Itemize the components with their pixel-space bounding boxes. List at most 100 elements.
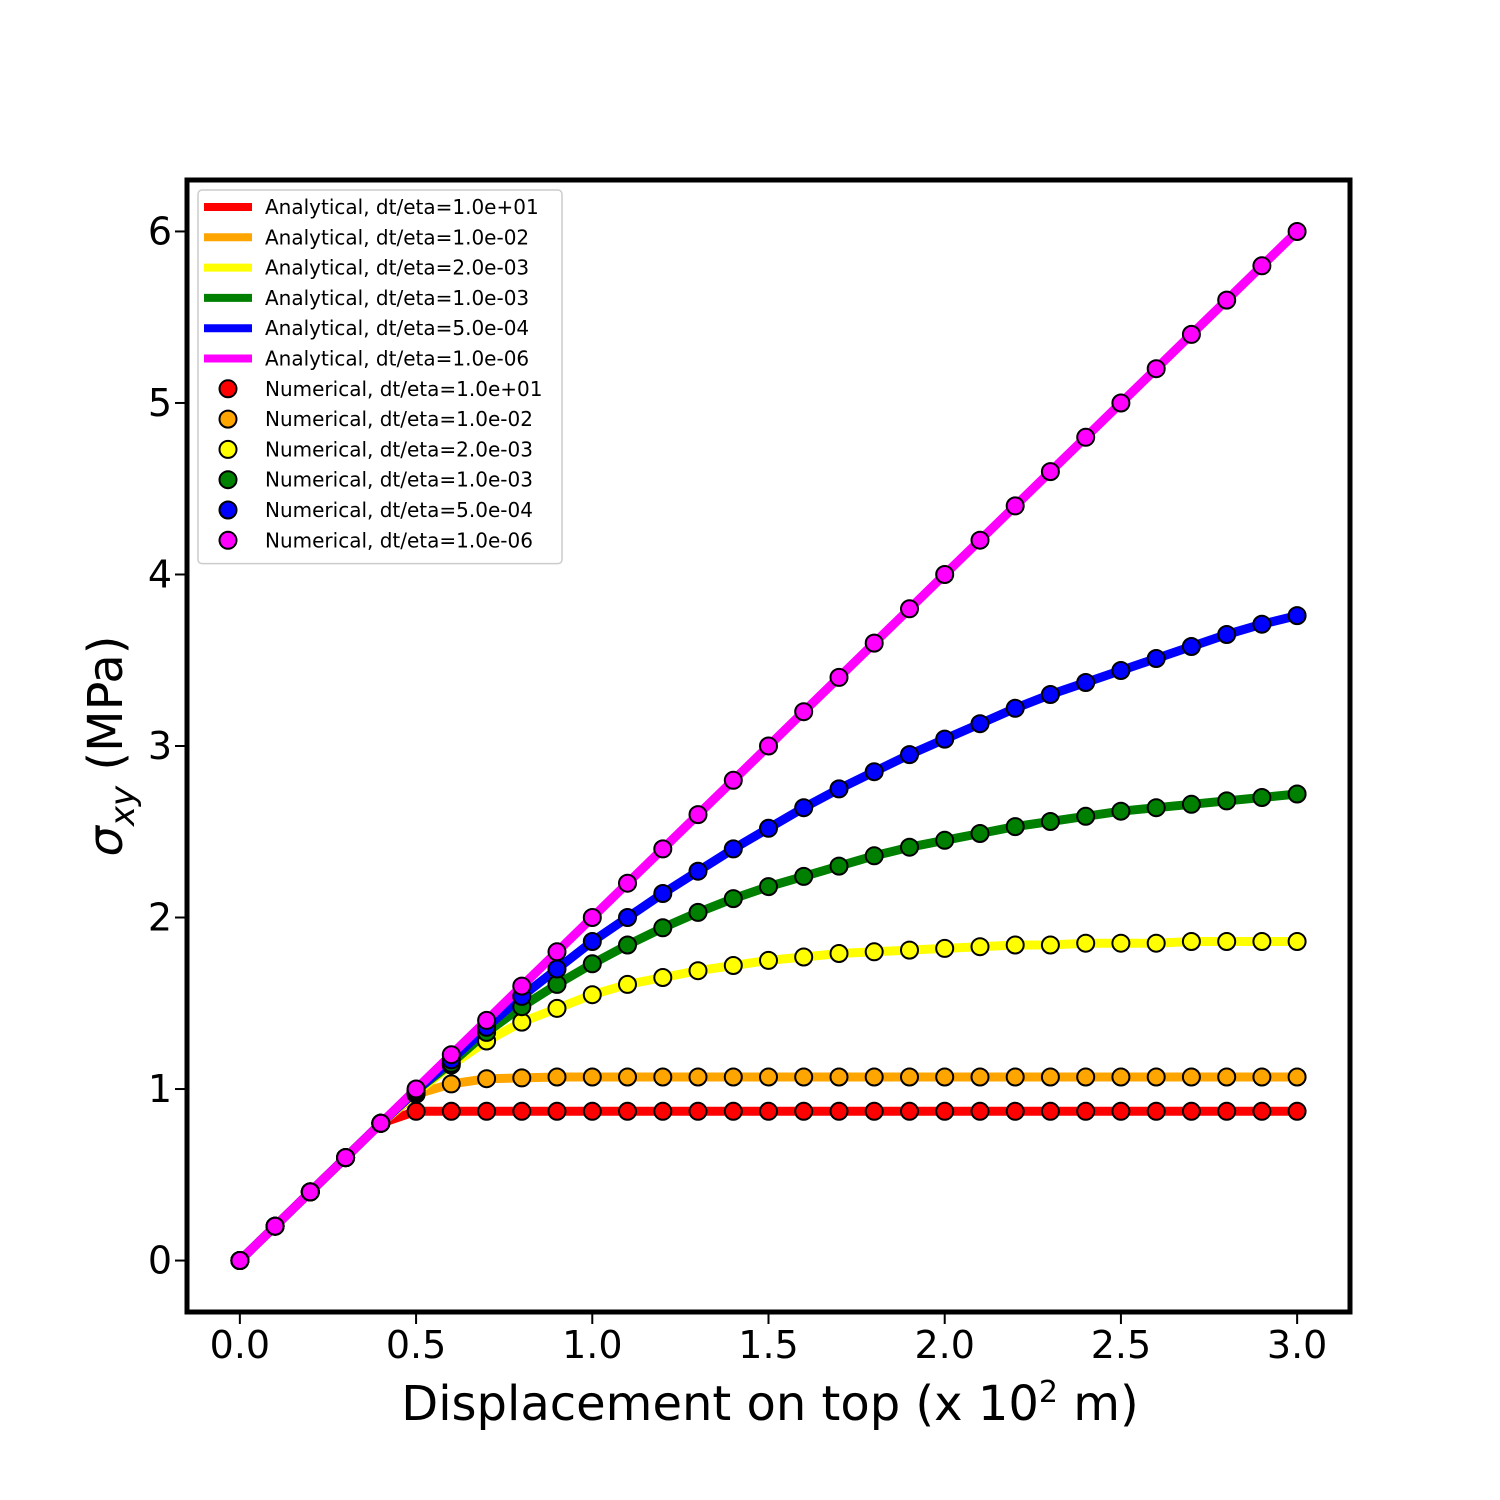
numerical-point — [688, 805, 708, 825]
numerical-point — [582, 985, 602, 1005]
legend-marker-swatch — [218, 500, 238, 520]
legend-marker-swatch — [218, 439, 238, 459]
numerical-point — [1287, 606, 1307, 626]
numerical-point — [1005, 496, 1025, 516]
numerical-point — [935, 1067, 955, 1087]
numerical-point — [1076, 427, 1096, 447]
numerical-point — [477, 1069, 497, 1089]
numerical-point — [1252, 1101, 1272, 1121]
numerical-point — [1181, 1101, 1201, 1121]
numerical-point — [1181, 1067, 1201, 1087]
numerical-point — [1252, 256, 1272, 276]
numerical-point — [1005, 1067, 1025, 1087]
numerical-point — [1287, 1101, 1307, 1121]
numerical-point — [935, 938, 955, 958]
numerical-point — [512, 1101, 532, 1121]
plot-frame — [184, 177, 1353, 1315]
numerical-point — [723, 839, 743, 859]
numerical-point — [900, 837, 919, 857]
legend-marker-swatch — [218, 379, 238, 399]
numerical-point — [1146, 1101, 1166, 1121]
x-tick-label: 0.5 — [386, 1323, 446, 1367]
y-tick-label: 1 — [148, 1067, 172, 1111]
numerical-point — [1217, 290, 1237, 310]
x-tick-label: 2.5 — [1091, 1323, 1151, 1367]
numerical-point — [1111, 1101, 1131, 1121]
numerical-point — [1005, 817, 1025, 837]
numerical-point — [1287, 784, 1307, 804]
numerical-point — [1040, 1067, 1060, 1087]
numerical-point — [864, 762, 884, 782]
numerical-point — [1005, 698, 1025, 718]
series-layer — [230, 222, 1307, 1270]
numerical-point — [512, 1068, 532, 1088]
numerical-point — [1040, 462, 1060, 482]
numerical-point — [618, 873, 637, 893]
numerical-point — [1287, 222, 1307, 241]
numerical-point — [512, 976, 532, 996]
numerical-point — [1111, 1067, 1131, 1087]
legend-label: Analytical, dt/eta=1.0e+01 — [265, 195, 539, 219]
numerical-point — [970, 1067, 990, 1087]
numerical-point — [477, 1101, 497, 1121]
numerical-point — [723, 889, 743, 909]
legend-label: Analytical, dt/eta=1.0e-02 — [265, 225, 529, 249]
numerical-point — [582, 932, 602, 951]
numerical-point — [1146, 933, 1166, 953]
numerical-point — [406, 1101, 426, 1121]
numerical-point — [970, 824, 990, 843]
numerical-point — [935, 830, 955, 850]
numerical-point — [759, 818, 778, 838]
legend-box — [197, 189, 563, 565]
numerical-point — [371, 1113, 391, 1133]
numerical-point — [970, 530, 990, 550]
numerical-point — [759, 1101, 778, 1121]
numerical-point — [759, 950, 778, 970]
numerical-point — [265, 1216, 285, 1236]
numerical-point — [547, 1067, 567, 1087]
numerical-point — [1252, 1067, 1272, 1087]
x-tick-label: 1.0 — [562, 1323, 622, 1367]
legend-marker-swatch — [218, 530, 238, 550]
numerical-point — [618, 908, 637, 927]
numerical-point — [723, 956, 743, 975]
numerical-point — [794, 702, 814, 722]
numerical-point — [900, 1101, 919, 1121]
numerical-point — [688, 902, 708, 922]
numerical-point — [935, 729, 955, 749]
legend-label: Numerical, dt/eta=1.0e-02 — [265, 407, 533, 431]
numerical-point — [1040, 1101, 1060, 1121]
y-tick-label: 6 — [148, 209, 172, 253]
legend-label: Analytical, dt/eta=1.0e-06 — [265, 347, 529, 371]
numerical-point — [1181, 637, 1201, 656]
numerical-point — [653, 918, 673, 938]
numerical-point — [759, 877, 778, 897]
numerical-point — [794, 1067, 814, 1087]
numerical-point — [900, 745, 919, 765]
numerical-point — [970, 1101, 990, 1121]
numerical-point — [864, 942, 884, 962]
numerical-point — [582, 1067, 602, 1087]
x-tick-label: 3.0 — [1267, 1323, 1327, 1367]
numerical-point — [1005, 1101, 1025, 1121]
numerical-point — [547, 1101, 567, 1121]
legend-label: Numerical, dt/eta=5.0e-04 — [265, 498, 533, 522]
legend-label: Numerical, dt/eta=1.0e-06 — [265, 528, 533, 552]
numerical-point — [1111, 661, 1131, 680]
numerical-point — [688, 861, 708, 881]
legend: Analytical, dt/eta=1.0e+01 Analytical, dt… — [197, 189, 563, 565]
numerical-point — [794, 947, 814, 967]
numerical-point — [1076, 1067, 1096, 1087]
numerical-point — [1252, 614, 1272, 634]
numerical-point — [1287, 1067, 1307, 1087]
numerical-point — [1252, 788, 1272, 807]
numerical-point — [1181, 932, 1201, 951]
numerical-point — [864, 1101, 884, 1121]
numerical-point — [618, 935, 637, 955]
numerical-point — [547, 998, 567, 1018]
numerical-point — [230, 1251, 250, 1270]
legend-label: Analytical, dt/eta=2.0e-03 — [265, 256, 529, 280]
numerical-point — [759, 736, 778, 756]
numerical-point — [970, 714, 990, 734]
